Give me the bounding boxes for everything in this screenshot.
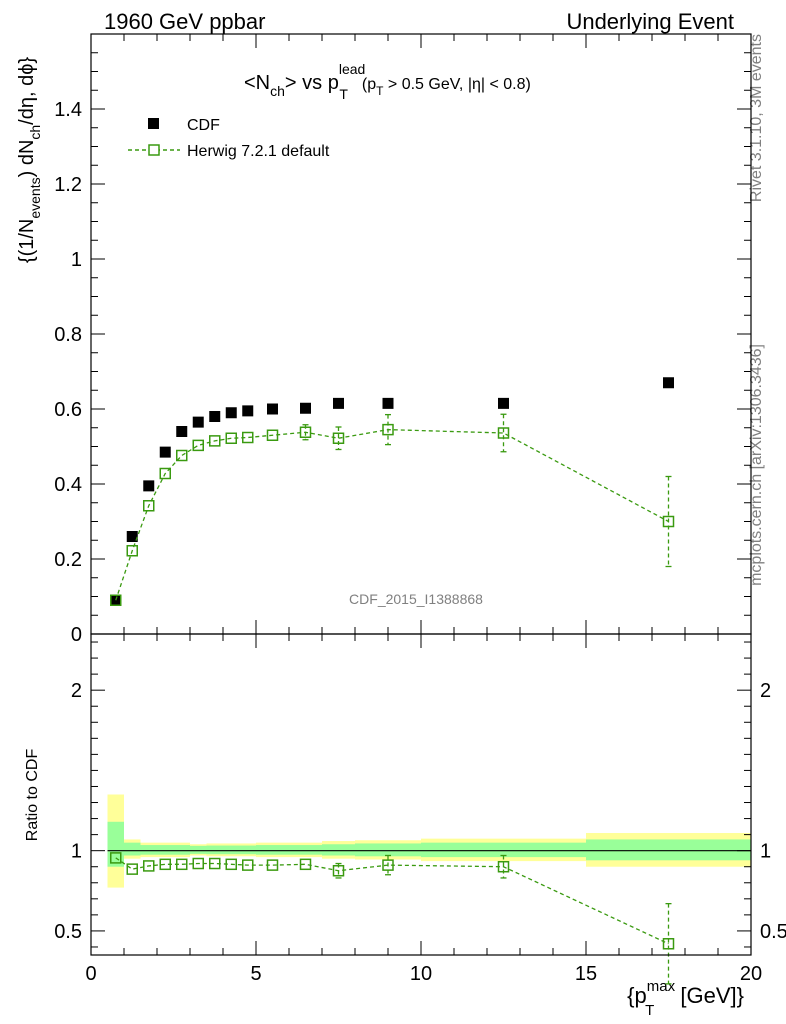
x-axis-label: {pmax T [GeV]} xyxy=(627,978,744,1019)
herwig-main-line xyxy=(115,428,669,601)
ratio-band-green-12 xyxy=(355,843,421,857)
main-y-tick-label-3: 0.6 xyxy=(54,399,82,421)
herwig-main-point-6 xyxy=(209,435,221,447)
ratio-band-green-2 xyxy=(140,845,157,855)
cdf-point-11 xyxy=(333,397,344,409)
ratio-band-green-14 xyxy=(586,839,751,861)
ratio-y-tick-label-right-0: 0.5 xyxy=(760,921,786,943)
legend-herwig-label: Herwig 7.2.1 default xyxy=(187,143,330,160)
herwig-main-point-14 xyxy=(662,515,675,528)
ratio-band-green-7 xyxy=(223,845,240,855)
herwig-ratio-point-14 xyxy=(662,938,675,950)
herwig-ratio-point-7 xyxy=(225,858,237,871)
herwig-ratio-point-12 xyxy=(382,859,394,871)
main-y-tick-label-2: 0.4 xyxy=(54,474,82,496)
ratio-band-green-9 xyxy=(256,845,289,855)
herwig-main-point-12 xyxy=(382,423,394,436)
mcplots-label: mcplots.cern.ch [arXiv:1306.3436] xyxy=(748,344,765,586)
cdf-point-14 xyxy=(663,377,674,389)
ratio-bands xyxy=(107,794,751,888)
ratio-band-green-1 xyxy=(124,842,141,856)
herwig-ratio-point-8 xyxy=(242,859,254,871)
herwig-main-point-1 xyxy=(126,545,138,557)
herwig-main-point-3 xyxy=(159,467,171,480)
main-y-tick-label-4: 0.8 xyxy=(54,324,82,346)
herwig-ratio-point-1 xyxy=(126,863,138,875)
ratio-y-tick-label-2: 2 xyxy=(71,680,82,702)
cdf-point-8 xyxy=(242,405,254,417)
herwig-ratio-point-3 xyxy=(159,858,171,871)
main-y-tick-label-6: 1.2 xyxy=(54,174,82,196)
herwig-ratio-point-0 xyxy=(110,852,122,864)
herwig-main-point-5 xyxy=(192,439,204,452)
main-y-tick-label-5: 1 xyxy=(71,249,82,271)
herwig-main-point-2 xyxy=(143,500,155,512)
main-y-axis-label: {(1/Nevents) dNch/dη, dϕ} xyxy=(16,57,43,264)
header-right-label: Underlying Event xyxy=(566,9,734,34)
herwig-ratio-point-4 xyxy=(176,858,188,871)
cdf-point-9 xyxy=(267,403,278,415)
header-left-label: 1960 GeV ppbar xyxy=(104,9,265,34)
rivet-label: Rivet 3.1.10, 3M events xyxy=(748,34,765,202)
main-y-tick-label-1: 0.2 xyxy=(54,549,82,571)
ratio-y-axis-label: Ratio to CDF xyxy=(24,749,41,842)
cdf-point-1 xyxy=(126,531,138,542)
herwig-main-point-8 xyxy=(242,431,254,444)
legend: CDF Herwig 7.2.1 default xyxy=(128,117,330,160)
ratio-band-green-3 xyxy=(157,845,174,855)
ratio-y-tick-label-1: 1 xyxy=(71,841,82,863)
cdf-point-5 xyxy=(192,416,204,428)
main-y-tick-label-7: 1.4 xyxy=(54,99,82,121)
ratio-y-tick-label-right-2: 2 xyxy=(760,680,771,702)
herwig-main-point-0 xyxy=(110,594,122,606)
ratio-band-green-13 xyxy=(421,842,586,858)
herwig-ratio-point-11 xyxy=(332,864,345,877)
ratio-band-green-0 xyxy=(107,821,124,867)
ratio-band-green-10 xyxy=(289,845,322,855)
x-tick-label-4: 20 xyxy=(740,963,762,985)
herwig-main-point-4 xyxy=(176,449,188,462)
cdf-point-2 xyxy=(143,480,155,492)
watermark-label: CDF_2015_I1388868 xyxy=(349,591,483,607)
ratio-band-green-6 xyxy=(206,845,223,855)
legend-cdf-label: CDF xyxy=(187,117,220,134)
herwig-ratio-point-10 xyxy=(299,858,312,871)
herwig-ratio-point-5 xyxy=(192,857,204,870)
herwig-main-point-13 xyxy=(497,427,510,439)
cdf-point-4 xyxy=(176,426,188,437)
herwig-ratio-point-9 xyxy=(266,859,279,871)
ratio-band-green-4 xyxy=(173,845,190,855)
x-tick-label-1: 5 xyxy=(250,963,261,985)
herwig-main-point-7 xyxy=(225,432,237,444)
herwig-main-point-10 xyxy=(299,426,312,438)
x-tick-label-0: 0 xyxy=(85,963,96,985)
cdf-point-13 xyxy=(498,397,509,409)
ratio-band-green-5 xyxy=(190,845,207,854)
cdf-point-10 xyxy=(300,402,311,414)
x-tick-label-2: 10 xyxy=(410,963,432,985)
cdf-point-6 xyxy=(209,411,221,422)
ratio-band-green-11 xyxy=(322,844,355,856)
ratio-y-tick-label-right-1: 1 xyxy=(760,841,771,863)
ratio-band-green-8 xyxy=(239,845,256,855)
ratio-plot-frame xyxy=(90,633,752,956)
cdf-point-12 xyxy=(382,397,394,409)
plot-title: <Nch> vs plead T(pT > 0.5 GeV, |η| < 0.8) xyxy=(244,61,531,102)
legend-cdf-marker xyxy=(148,118,159,129)
herwig-main-point-11 xyxy=(332,432,345,444)
chart-marks xyxy=(110,377,675,985)
herwig-main-point-9 xyxy=(266,429,279,441)
ratio-y-tick-label-0: 0.5 xyxy=(54,921,82,943)
herwig-ratio-point-6 xyxy=(209,857,221,870)
x-tick-label-3: 15 xyxy=(575,963,597,985)
herwig-ratio-point-13 xyxy=(497,860,510,873)
main-y-tick-label-0: 0 xyxy=(71,624,82,646)
cdf-point-7 xyxy=(225,407,237,419)
legend-herwig-marker xyxy=(148,144,160,156)
cdf-point-3 xyxy=(159,446,171,458)
herwig-ratio-point-2 xyxy=(143,860,155,872)
chart-axes: 0 5 10 15 20 0 0.2 0.4 0.6 0.8 1 1.2 1.4 0.5 0.5 1 1 2 2 xyxy=(54,33,786,985)
